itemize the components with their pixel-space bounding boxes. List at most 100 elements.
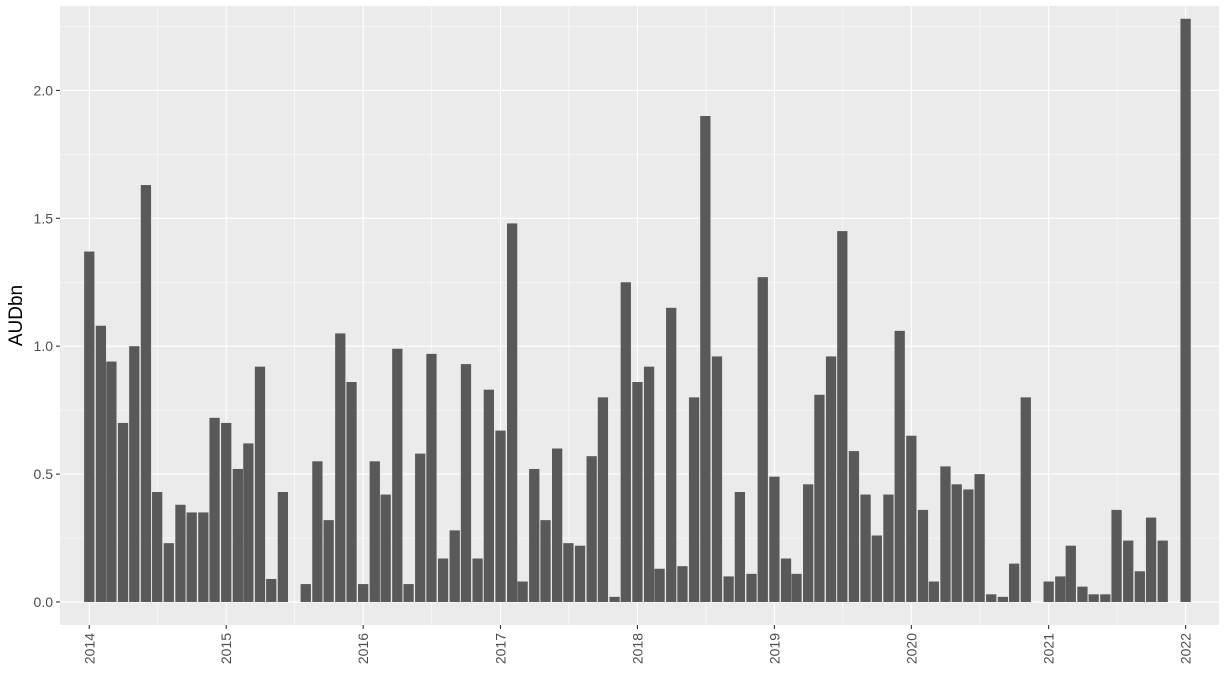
x-tick-label: 2014 (81, 633, 97, 664)
bar (1020, 397, 1031, 602)
bar (1088, 594, 1099, 602)
bar (1180, 18, 1191, 602)
bar (540, 520, 551, 602)
bar (1145, 517, 1157, 602)
x-tick-label: 2020 (903, 633, 919, 664)
bar (1134, 571, 1145, 602)
bar (552, 448, 563, 602)
bar (711, 356, 723, 602)
bar (1009, 563, 1020, 602)
bar (506, 223, 518, 602)
bar (1100, 594, 1111, 602)
bar (84, 251, 95, 602)
bar (1077, 586, 1088, 602)
bar (346, 382, 357, 602)
bar (472, 558, 483, 602)
bar (1157, 540, 1168, 602)
y-tick-label: 1.0 (34, 338, 54, 354)
y-tick-label: 1.5 (34, 210, 54, 226)
x-tick-label: 2017 (492, 633, 508, 664)
bar (609, 596, 620, 602)
bar (277, 491, 289, 602)
bar (323, 520, 334, 602)
bar (643, 366, 655, 602)
bar (106, 361, 117, 602)
bar (129, 346, 140, 602)
bar (460, 364, 472, 602)
bar (415, 453, 426, 602)
bar (335, 333, 346, 602)
x-axis: 2014 2015 2016 2017 2018 2019 2020 2021 2022 (81, 625, 1194, 664)
bar (437, 558, 449, 602)
bar (632, 382, 643, 602)
x-tick-label: 2016 (355, 633, 371, 664)
bar (574, 545, 586, 602)
bar (586, 456, 597, 602)
bar (152, 491, 163, 602)
bar (666, 307, 677, 602)
bar (529, 468, 540, 602)
bar (951, 484, 962, 602)
bar (894, 330, 905, 602)
bars (84, 18, 1191, 602)
bar (940, 466, 951, 602)
bar (746, 573, 757, 602)
bar (1111, 509, 1122, 602)
bar (198, 512, 209, 602)
bar (449, 530, 460, 602)
bar (117, 422, 129, 602)
bar (243, 443, 254, 602)
bar (803, 484, 814, 602)
bar (860, 494, 871, 602)
x-tick-label: 2021 (1041, 633, 1057, 664)
bar (654, 568, 665, 602)
bar (403, 584, 414, 602)
bar (963, 489, 974, 602)
bar (163, 543, 174, 602)
bar (597, 397, 609, 602)
bar (906, 435, 917, 602)
bar (369, 461, 380, 602)
bar (1123, 540, 1134, 602)
bar (791, 573, 802, 602)
y-tick-label: 0.0 (34, 594, 54, 610)
bar (917, 509, 929, 602)
bar (175, 504, 186, 602)
bar (620, 282, 631, 602)
bar (1055, 576, 1066, 602)
bar (1043, 581, 1054, 602)
bar (734, 491, 745, 602)
y-tick-label: 0.5 (34, 466, 54, 482)
bar (300, 584, 311, 602)
bar (769, 476, 780, 602)
bar (883, 494, 894, 602)
bar (723, 576, 734, 602)
bar (495, 430, 506, 602)
bar (1065, 545, 1076, 602)
bar (997, 596, 1009, 602)
bar (312, 461, 323, 602)
bar (825, 356, 837, 602)
bar (254, 366, 266, 602)
bar (380, 494, 391, 602)
y-axis-title: AUDbn (6, 285, 27, 346)
bar (232, 468, 243, 602)
bar (757, 277, 768, 602)
bar (871, 535, 882, 602)
bar (140, 185, 152, 602)
bar (688, 397, 700, 602)
bar (780, 558, 792, 602)
bar (358, 584, 369, 602)
x-tick-label: 2022 (1178, 633, 1194, 664)
bar (483, 389, 494, 602)
bar (563, 543, 574, 602)
bar (426, 353, 437, 602)
bar (221, 422, 232, 602)
bar (848, 451, 860, 602)
bar (95, 325, 107, 602)
bar (677, 566, 688, 602)
y-axis: 0.0 0.5 1.0 1.5 2.0 (34, 82, 60, 610)
bar (928, 581, 939, 602)
bar (837, 231, 848, 602)
